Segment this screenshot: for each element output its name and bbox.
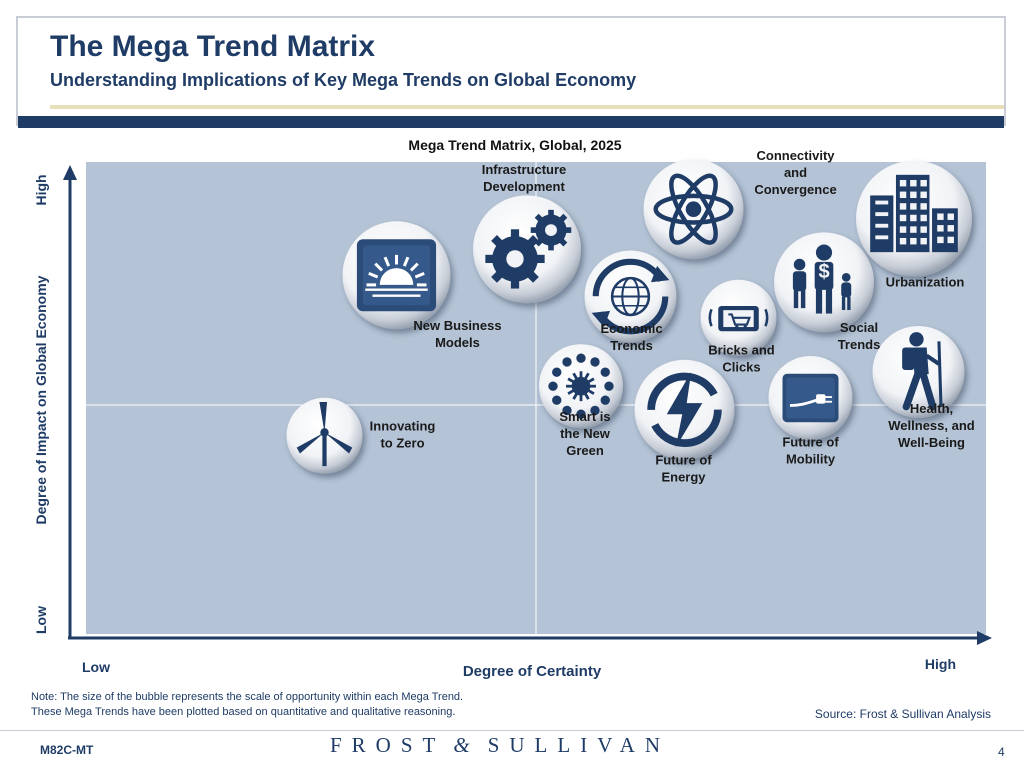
trend-label-line: Connectivity	[756, 148, 835, 163]
atom-icon	[653, 173, 734, 245]
trend-bubble	[643, 159, 744, 260]
trend-bubble	[342, 221, 451, 330]
trend-label-line: Trends	[838, 337, 881, 352]
trend-label-line: Smart is	[559, 409, 610, 424]
trend-label-line: Convergence	[754, 182, 836, 197]
trend-label-line: Social	[840, 320, 878, 335]
source-note: Source: Frost & Sullivan Analysis	[815, 707, 991, 721]
note-line-2: These Mega Trends have been plotted base…	[31, 706, 455, 718]
page-subtitle: Understanding Implications of Key Mega T…	[50, 70, 637, 90]
svg-text:$: $	[818, 261, 829, 283]
frost-sullivan-logo: FROST & SULLIVAN	[330, 733, 670, 758]
label-layer: Innovating to Zero New Business Models Infra…	[370, 148, 975, 484]
network-icon	[548, 353, 614, 419]
trend-bubble	[700, 279, 777, 356]
y-axis-high-label: High	[33, 174, 49, 205]
buildings-icon	[870, 174, 958, 253]
logo-left: FROST	[330, 733, 446, 757]
gears-icon	[485, 209, 572, 289]
chart-title: Mega Trend Matrix, Global, 2025	[408, 137, 621, 153]
trend-bubble	[584, 250, 677, 343]
x-axis-low-label: Low	[82, 659, 110, 675]
header-frame-top	[16, 16, 1006, 18]
logo-ampersand: &	[453, 733, 470, 757]
y-axis-low-label: Low	[33, 606, 49, 634]
header-frame-right	[1004, 16, 1006, 126]
trend-label-line: Clicks	[722, 359, 760, 374]
trend-label: Smart is the New Green	[559, 409, 610, 458]
bubble-layer: $	[286, 159, 972, 474]
trend-label-line: Bricks and	[708, 342, 775, 357]
note-line-1: Note: The size of the bubble represents …	[31, 691, 463, 703]
trend-label: Innovating to Zero	[370, 418, 436, 450]
trend-label-line: Green	[566, 443, 604, 458]
x-axis-label: Degree of Certainty	[463, 663, 602, 680]
trend-label-line: and	[784, 165, 807, 180]
trend-label-line: Trends	[610, 338, 653, 353]
y-axis-label: Degree of Impact on Global Economy	[33, 275, 49, 524]
trend-label: Bricks and Clicks	[708, 342, 775, 374]
trend-label: Social Trends	[838, 320, 881, 352]
trend-label-line: Well-Being	[898, 435, 965, 450]
trend-bubble	[473, 195, 581, 304]
header-gold-rule	[50, 105, 1004, 109]
trend-bubble	[539, 344, 623, 429]
sunrise-icon	[356, 239, 437, 312]
trend-label-line: Urbanization	[886, 275, 965, 290]
family-icon: $	[792, 244, 852, 314]
trend-label-line: Infrastructure	[482, 162, 567, 177]
header-frame-left	[16, 16, 18, 126]
trend-label: Infrastructure Development	[482, 162, 567, 194]
globe-cycle-icon	[591, 258, 670, 335]
logo-right: SULLIVAN	[487, 733, 670, 757]
trend-label-line: Energy	[661, 469, 706, 484]
x-axis-arrow-icon	[977, 631, 992, 645]
trend-bubble	[768, 356, 853, 440]
trend-label: New Business Models	[413, 318, 501, 350]
trend-label-line: Models	[435, 335, 480, 350]
wind-turbine-icon	[296, 401, 353, 467]
mega-trend-chart: Mega Trend Matrix, Global, 2025 Degree o…	[31, 137, 992, 721]
hiker-icon	[902, 332, 943, 411]
trend-label-line: Future of	[655, 452, 712, 467]
trend-bubble	[856, 160, 972, 277]
trend-label: Economic Trends	[600, 321, 662, 353]
x-axis-high-label: High	[925, 656, 956, 672]
trend-bubble: $	[774, 232, 874, 333]
trend-label: Future of Energy	[655, 452, 712, 484]
trend-label: Connectivity and Convergence	[754, 148, 836, 197]
trend-label-line: Economic	[600, 321, 662, 336]
page-title: The Mega Trend Matrix	[50, 30, 376, 63]
trend-label-line: Innovating	[370, 418, 436, 433]
trend-label: Health, Wellness, and Well-Being	[888, 401, 975, 450]
trend-label-line: Mobility	[786, 452, 836, 467]
trend-label: Future of Mobility	[782, 435, 839, 467]
trend-bubble	[286, 397, 363, 474]
footer-rule	[0, 730, 1024, 731]
trend-label-line: Development	[483, 179, 565, 194]
shopping-icon	[708, 305, 769, 332]
trend-label-line: to Zero	[380, 435, 424, 450]
trend-label: Urbanization	[886, 275, 965, 290]
trend-label-line: New Business	[413, 318, 501, 333]
trend-label-line: the New	[560, 426, 611, 441]
footer-code: M82C-MT	[40, 743, 94, 757]
page-number: 4	[998, 745, 1005, 759]
trend-label-line: Health,	[910, 401, 953, 416]
trend-bubble	[872, 326, 965, 419]
header-navy-bar	[18, 116, 1004, 128]
trend-label-line: Future of	[782, 435, 839, 450]
ev-plug-icon	[782, 373, 839, 423]
y-axis-arrow-icon	[63, 165, 77, 180]
trend-label-line: Wellness, and	[888, 418, 975, 433]
lightning-icon	[647, 372, 722, 448]
trend-bubble	[634, 359, 735, 460]
